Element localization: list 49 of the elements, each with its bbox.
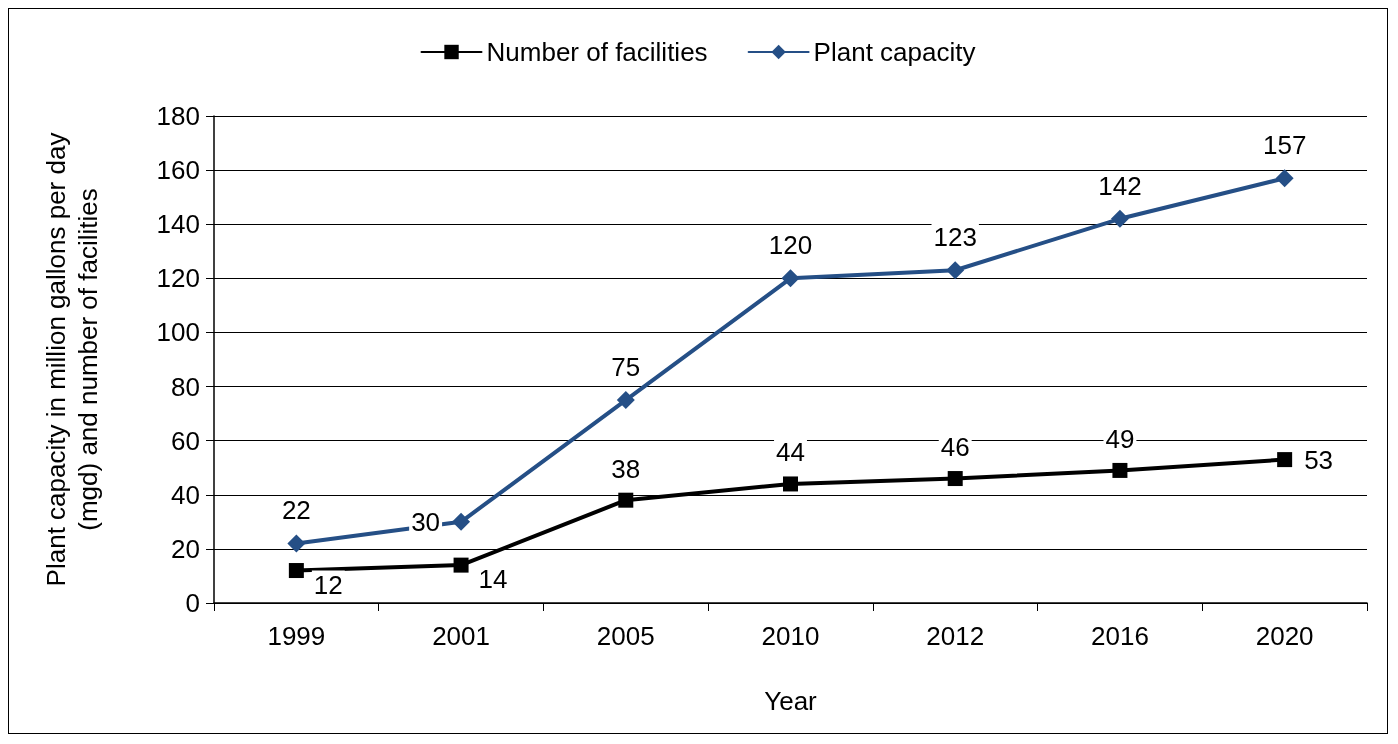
point: [452, 512, 471, 531]
data-label: 157: [1262, 130, 1307, 161]
data-label: 30: [411, 506, 441, 537]
legend-label: Number of facilities: [486, 37, 708, 67]
y-tick-label: 100: [156, 317, 200, 348]
y-tick-label: 120: [156, 263, 200, 294]
x-tick-label: 2016: [1091, 621, 1149, 651]
point: [1110, 209, 1129, 228]
x-tick-label: 2005: [596, 621, 655, 651]
x-axis-title: Year: [764, 686, 818, 716]
y-tick-label: 160: [156, 155, 200, 186]
point: [618, 492, 634, 508]
data-label: 49: [1105, 423, 1135, 454]
point: [453, 557, 469, 573]
point: [783, 476, 798, 492]
data-label: 22: [281, 495, 311, 526]
x-tick-label: 1999: [267, 621, 326, 651]
point: [288, 563, 304, 579]
x-tick-label: 2010: [761, 621, 820, 651]
data-label: 75: [611, 352, 641, 383]
point: [781, 269, 800, 288]
x-tick-label: 2020: [1255, 621, 1314, 651]
y-tick-label: 0: [185, 588, 200, 618]
legend-label: Plant capacity: [813, 37, 976, 67]
data-label: 123: [933, 222, 977, 253]
y-tick-label: 20: [171, 533, 200, 564]
point: [616, 391, 635, 410]
point: [1275, 169, 1294, 188]
data-label: 120: [768, 230, 813, 261]
data-label: 14: [478, 564, 508, 595]
data-label: 46: [940, 432, 970, 463]
point: [1112, 462, 1128, 478]
point: [1277, 452, 1293, 468]
data-label: 38: [611, 453, 641, 484]
y-tick-label: 80: [171, 371, 200, 402]
y-tick-label: 140: [156, 209, 200, 240]
data-label: 53: [1304, 444, 1334, 475]
point: [947, 471, 963, 487]
y-tick-label: 40: [171, 479, 200, 510]
data-label: 142: [1098, 170, 1142, 201]
y-axis-title: Plant capacity in million gallons per day (mgd) and number of facilities: [41, 132, 103, 587]
data-label: 12: [313, 569, 343, 600]
x-tick-label: 2012: [926, 621, 985, 651]
point: [287, 534, 306, 553]
x-tick-label: 2001: [432, 621, 490, 651]
y-tick-label: 60: [171, 425, 200, 456]
point: [946, 261, 965, 280]
data-label: 44: [776, 437, 805, 468]
y-tick-label: 180: [156, 101, 200, 131]
